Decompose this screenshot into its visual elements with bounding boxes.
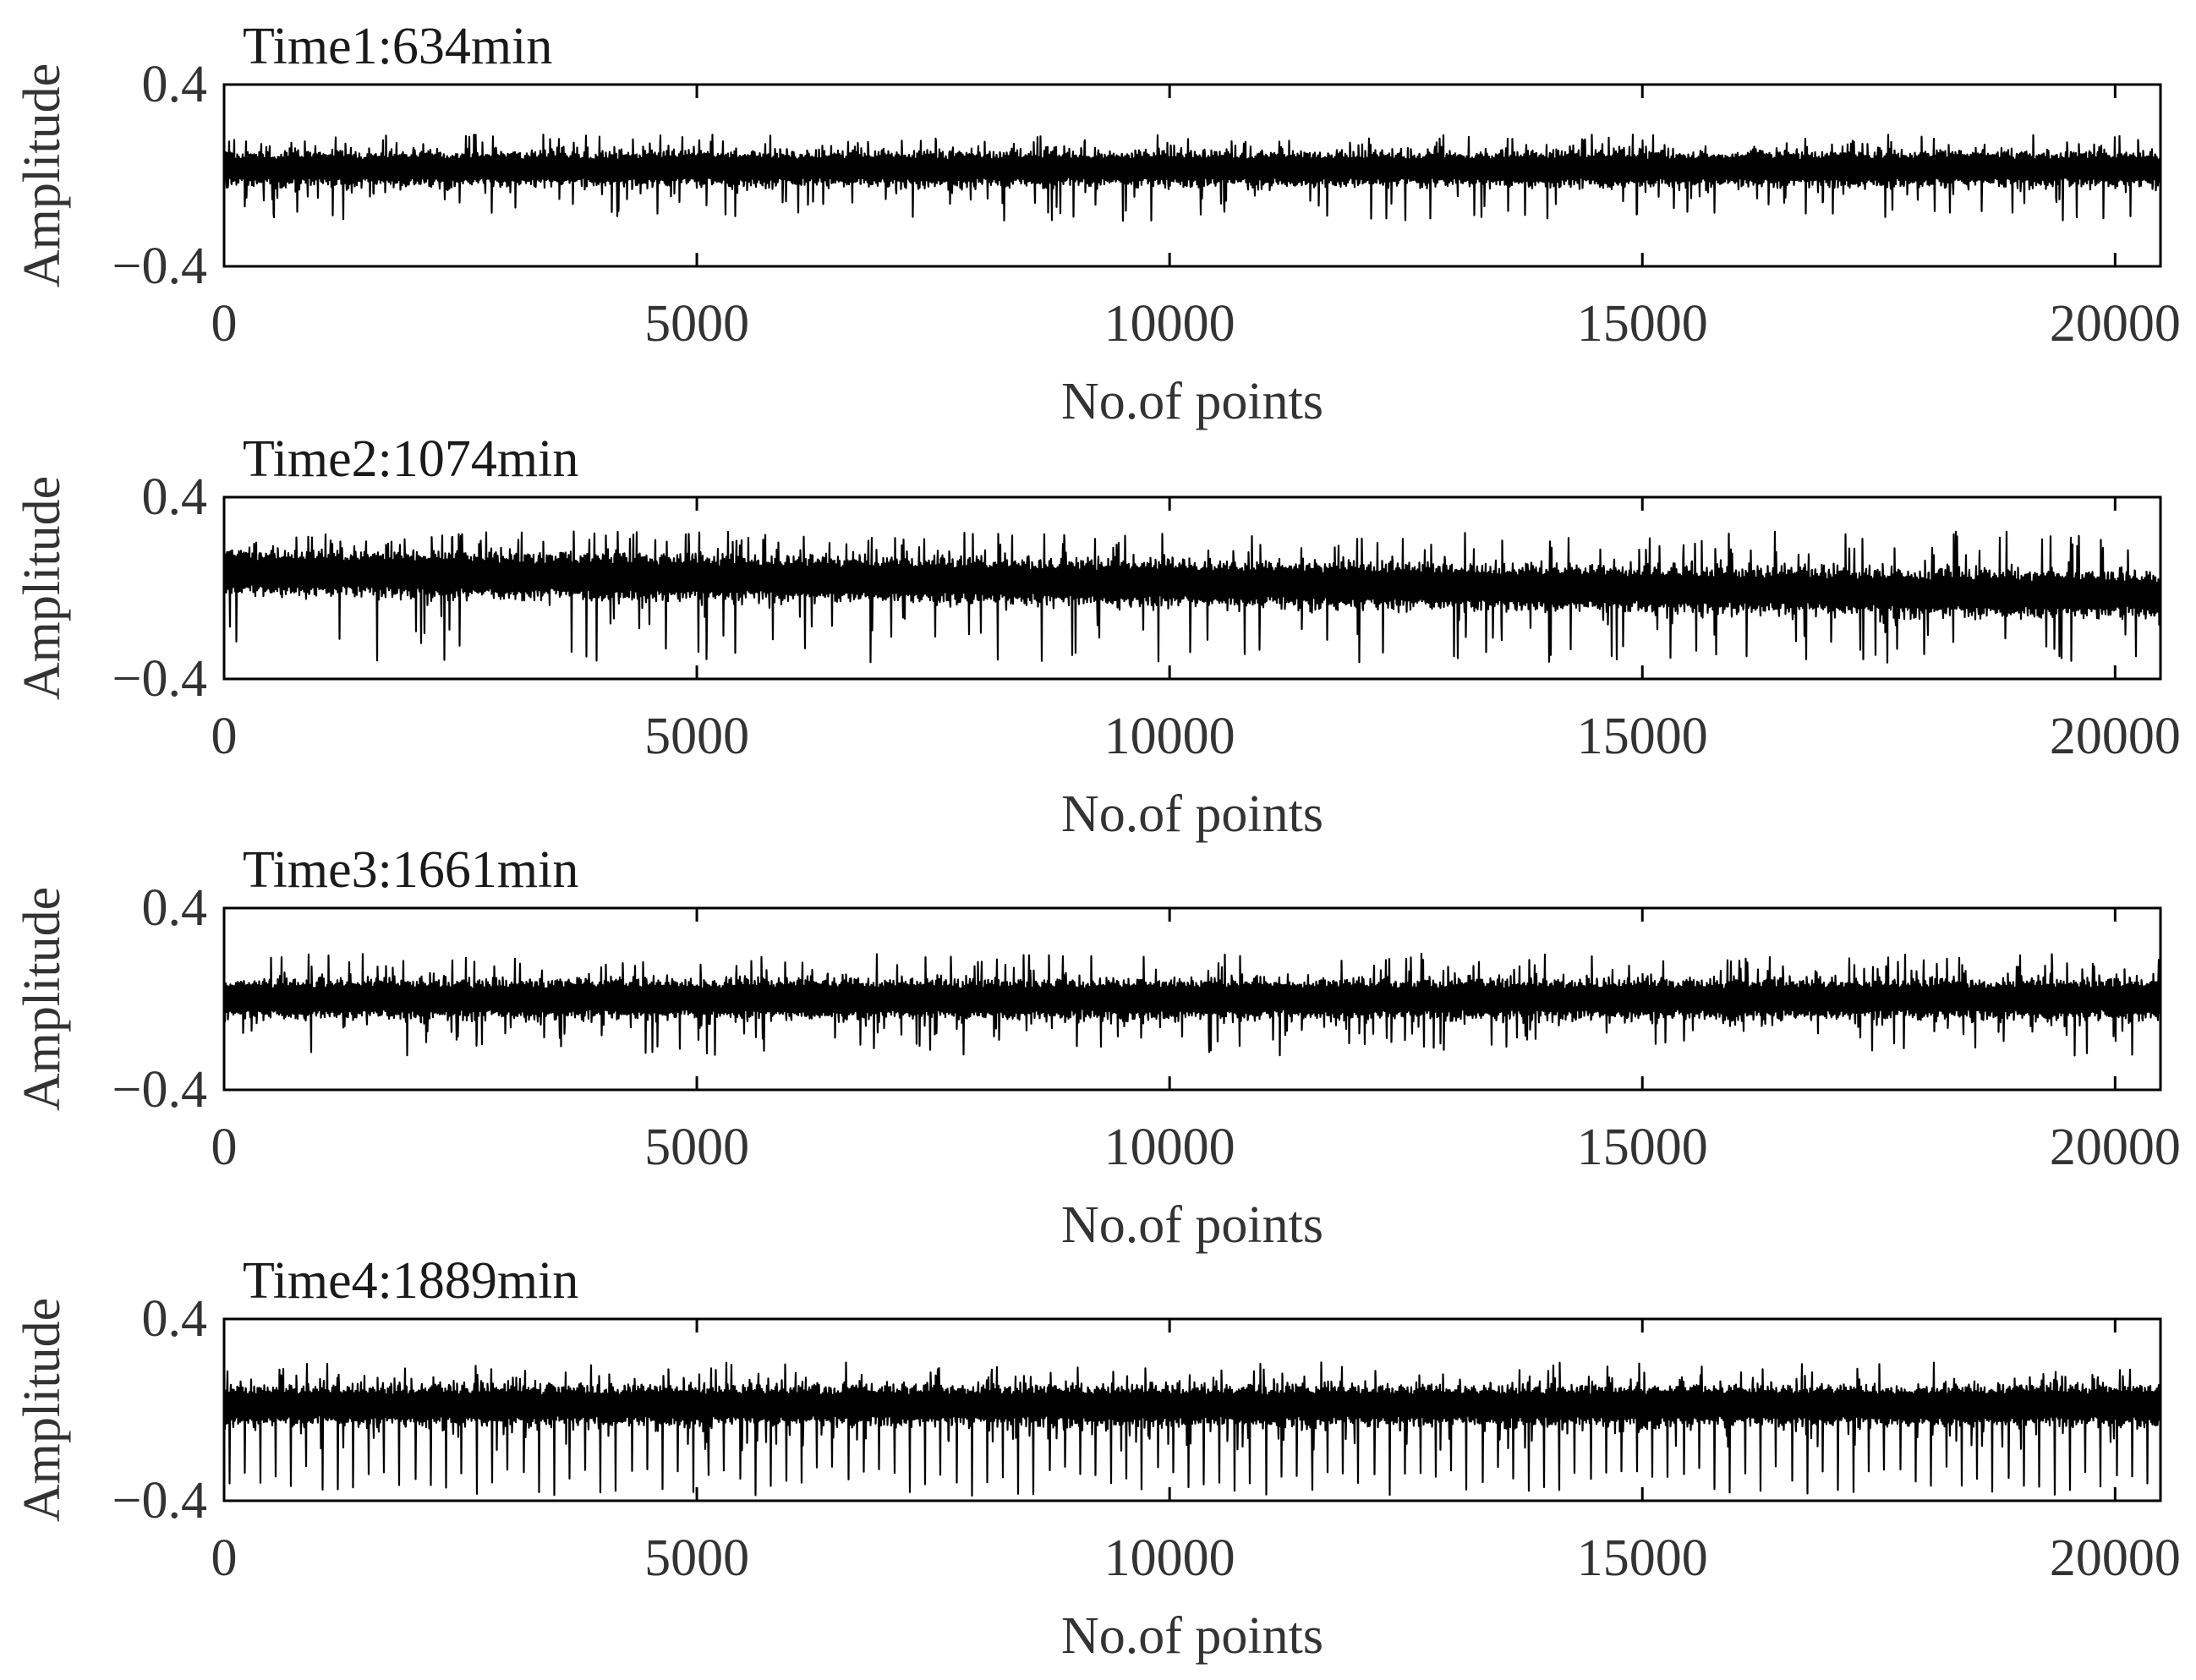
y-tick-label: 0.4 — [142, 1290, 208, 1348]
signal-trace — [222, 1361, 2161, 1497]
x-tick-label: 5000 — [644, 1530, 749, 1587]
y-tick-label: −0.4 — [112, 1061, 207, 1119]
x-tick-label: 0 — [211, 295, 238, 353]
subplot-title: Time3:1661min — [243, 841, 578, 899]
subplot-title: Time2:1074min — [243, 430, 578, 488]
x-tick-label: 15000 — [1577, 295, 1708, 353]
y-tick-label: 0.4 — [142, 468, 208, 526]
x-tick-label: 10000 — [1104, 1530, 1235, 1587]
x-tick-label: 0 — [211, 1119, 238, 1176]
subplot-title: Time4:1889min — [243, 1252, 578, 1310]
x-tick-label: 15000 — [1577, 708, 1708, 765]
y-axis-label: Amplitude — [14, 63, 71, 287]
signal-trace — [222, 952, 2161, 1057]
subplot-title: Time1:634min — [243, 18, 552, 75]
subplot-2: Time2:1074min Amplitude 0 5000 10000 15000 200… — [14, 430, 2181, 843]
x-tick-label: 20000 — [2050, 1119, 2181, 1176]
plot-frame — [222, 495, 2162, 681]
plot-frame — [222, 906, 2162, 1092]
x-tick-label: 10000 — [1104, 1119, 1235, 1176]
y-axis-label: Amplitude — [14, 887, 71, 1111]
x-tick-label: 5000 — [644, 1119, 749, 1176]
x-axis-label: No.of points — [1061, 785, 1323, 843]
subplot-4: Time4:1889min Amplitude 0 5000 10000 15000 200… — [14, 1252, 2181, 1665]
x-tick-label: 0 — [211, 1530, 238, 1587]
x-tick-label: 15000 — [1577, 1530, 1708, 1587]
x-tick-label: 0 — [211, 708, 238, 765]
x-tick-label: 10000 — [1104, 295, 1235, 353]
subplot-1: Time1:634min Amplitude 0 5000 10000 15000 2000… — [14, 18, 2181, 430]
y-tick-label: −0.4 — [112, 238, 207, 295]
x-axis-label: No.of points — [1061, 1196, 1323, 1254]
y-axis-label: Amplitude — [14, 1298, 71, 1522]
x-tick-label: 20000 — [2050, 1530, 2181, 1587]
subplot-3: Time3:1661min Amplitude 0 5000 10000 15000 200… — [14, 841, 2181, 1254]
signal-trace — [222, 530, 2161, 664]
y-axis-label: Amplitude — [14, 476, 71, 700]
x-tick-label: 5000 — [644, 295, 749, 353]
x-tick-label: 5000 — [644, 708, 749, 765]
signal-trace — [222, 134, 2161, 222]
y-tick-label: 0.4 — [142, 879, 208, 937]
x-tick-label: 15000 — [1577, 1119, 1708, 1176]
x-tick-label: 20000 — [2050, 708, 2181, 765]
x-tick-label: 20000 — [2050, 295, 2181, 353]
y-tick-label: −0.4 — [112, 650, 207, 708]
y-tick-label: −0.4 — [112, 1472, 207, 1530]
plot-frame — [222, 83, 2162, 268]
plot-frame — [222, 1317, 2162, 1502]
x-axis-label: No.of points — [1061, 1607, 1323, 1665]
y-tick-label: 0.4 — [142, 56, 208, 113]
x-axis-label: No.of points — [1061, 373, 1323, 430]
x-tick-label: 10000 — [1104, 708, 1235, 765]
